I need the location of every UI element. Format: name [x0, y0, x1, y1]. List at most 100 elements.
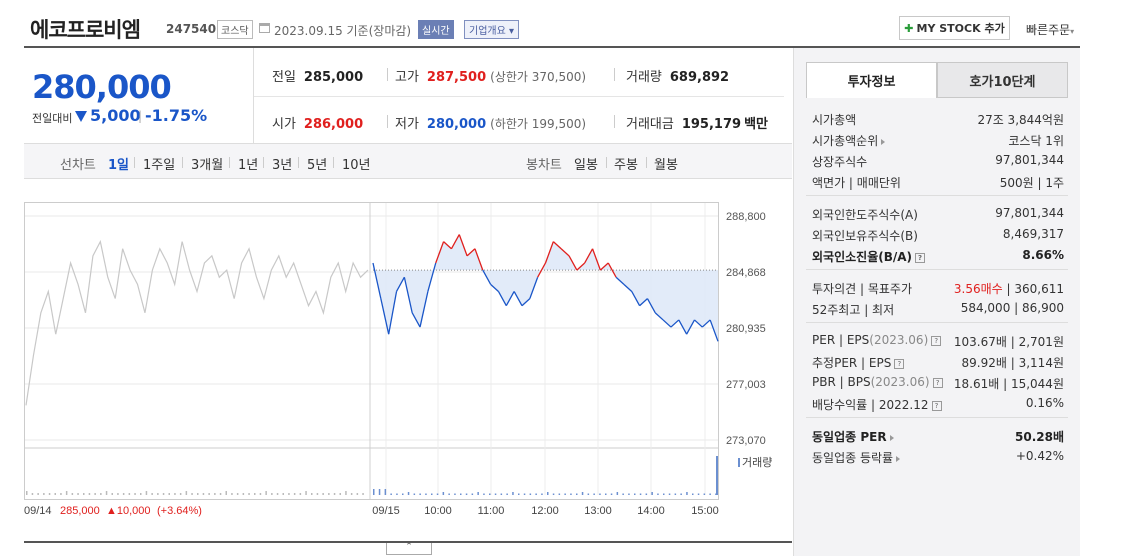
tab-monthly[interactable]: 월봉 [654, 158, 678, 173]
stat-prev-close: 전일 285,000 [272, 70, 364, 85]
volume-bar [471, 493, 474, 495]
volume-bar [202, 493, 205, 495]
tab-3y[interactable]: 3년 [272, 158, 293, 173]
today-line-segment [529, 277, 539, 299]
volume-bar [328, 493, 330, 495]
info-divider [806, 269, 1068, 270]
info-key: 상장주식수 [812, 155, 868, 169]
today-line-segment [709, 319, 719, 342]
volume-bar [570, 493, 572, 495]
x-tick-label: 14:00 [637, 505, 665, 517]
tab-10y[interactable]: 10년 [342, 158, 371, 173]
today-line-segment [482, 269, 492, 285]
volume-bar [208, 493, 210, 495]
info-row: 배당수익률 | 2022.12? 0.16% [806, 393, 1068, 413]
volume-bar [316, 493, 319, 495]
caret-right-icon[interactable] [881, 138, 886, 145]
help-icon[interactable]: ? [915, 252, 926, 263]
stat-volume: 거래량 689,892 [626, 70, 730, 85]
volume-bar [489, 493, 491, 495]
volume-bar [191, 493, 193, 495]
quick-order-dropdown[interactable]: 빠른주문▾ [1026, 21, 1074, 38]
today-line-segment [513, 291, 523, 307]
volume-bar [674, 493, 677, 495]
today-line-segment [639, 298, 648, 307]
help-icon[interactable]: ? [932, 377, 943, 388]
volume-bar [122, 493, 125, 495]
x-tick-label: 10:00 [424, 505, 452, 517]
today-line-segment [670, 319, 680, 328]
today-line-segment [521, 298, 531, 307]
volume-bar [151, 493, 153, 495]
volume-bar [425, 493, 427, 495]
x-tick-label: 13:00 [584, 505, 612, 517]
today-line-segment [576, 262, 586, 271]
collapse-button[interactable]: ⌃ [386, 543, 432, 555]
volume-legend-icon [738, 458, 740, 467]
volume-bar [128, 493, 131, 495]
volume-bar [477, 492, 479, 495]
volume-bar [231, 493, 233, 495]
price-panel: 280,000 전일대비 5,000 | -1.75% [24, 48, 254, 143]
volume-bar [541, 493, 543, 495]
tab-weekly[interactable]: 주봉 [614, 158, 638, 173]
volume-bar [448, 493, 450, 495]
add-mystock-button[interactable]: ✚ MY STOCK 추가 [899, 16, 1010, 40]
today-line-segment [419, 291, 429, 328]
info-divider [806, 195, 1068, 196]
today-line-segment [544, 241, 554, 264]
caret-right-icon[interactable] [896, 455, 901, 462]
company-info-dropdown[interactable]: 기업개요 ▾ [464, 20, 520, 39]
today-line-segment [552, 241, 562, 250]
volume-bar [179, 493, 182, 495]
tab-1w[interactable]: 1주일 [143, 158, 176, 173]
line-chart-label: 선차트 [60, 158, 96, 173]
tab-3m[interactable]: 3개월 [191, 158, 224, 173]
tab-invest-info[interactable]: 투자정보 [806, 62, 937, 98]
today-line-segment [560, 248, 570, 257]
info-key: 시가총액 [812, 113, 857, 127]
volume-bar [293, 493, 296, 495]
add-mystock-label: MY STOCK 추가 [916, 22, 1005, 35]
volume-bar [100, 493, 102, 495]
tab-1y[interactable]: 1년 [238, 158, 259, 173]
today-line-segment [388, 291, 398, 335]
help-icon[interactable]: ? [894, 358, 905, 369]
volume-bar [709, 493, 711, 495]
tab-5y[interactable]: 5년 [307, 158, 328, 173]
x-tick-label: 09/15 [372, 505, 400, 517]
info-key: 시가총액순위 [812, 132, 886, 149]
volume-bar [162, 493, 165, 495]
volume-bar [593, 493, 595, 495]
help-icon[interactable]: ? [931, 400, 942, 411]
volume-label: 거래량 [742, 456, 772, 469]
tab-orderbook[interactable]: 호가10단계 [937, 62, 1068, 98]
tab-1d[interactable]: 1일 [108, 158, 130, 173]
today-line-segment [686, 319, 696, 335]
tab-daily[interactable]: 일봉 [574, 158, 598, 173]
volume-bar [54, 493, 56, 495]
quick-order-label: 빠른주문 [1026, 23, 1071, 37]
info-value: 27조 3,844억원 [977, 113, 1064, 127]
info-value: 97,801,344 [995, 153, 1064, 167]
x-tick-label: 15:00 [691, 505, 719, 517]
volume-bar [547, 492, 549, 495]
info-row: 상장주식수 97,801,344 [806, 150, 1068, 170]
help-icon[interactable]: ? [931, 335, 942, 346]
caret-right-icon[interactable] [889, 434, 894, 441]
volume-bar [407, 492, 410, 495]
volume-bar [628, 493, 630, 495]
volume-bar [350, 493, 353, 495]
volume-bar [442, 492, 445, 495]
realtime-button[interactable]: 실시간 [418, 20, 454, 39]
info-value: 18.61배 | 15,044원 [953, 377, 1064, 391]
prev-day-line [25, 239, 369, 406]
volume-bar [645, 493, 648, 495]
today-line-segment [474, 248, 484, 271]
info-row: 외국인한도주식수(A) 97,801,344 [806, 203, 1068, 223]
today-line-segment [584, 248, 594, 264]
info-value: 103.67배 | 2,701원 [953, 335, 1064, 349]
volume-bar [523, 493, 526, 495]
volume-bar [622, 493, 624, 495]
info-value: 97,801,344 [995, 206, 1064, 220]
